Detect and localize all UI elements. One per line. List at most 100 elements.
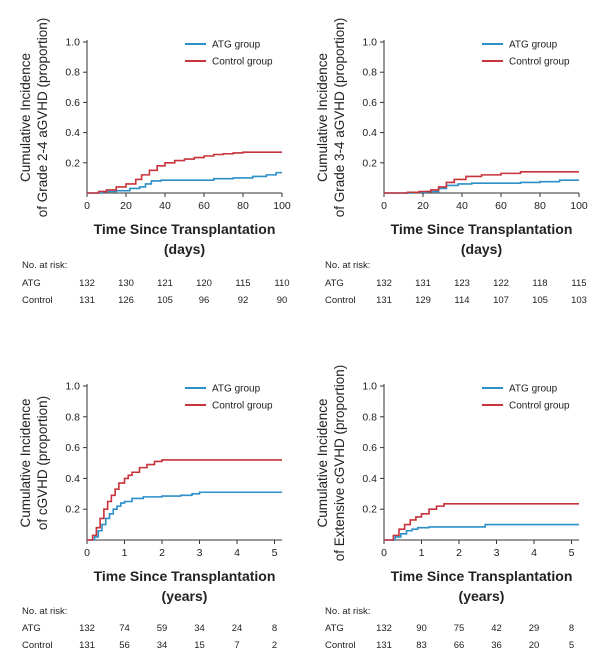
x-axis-label: Time Since Transplantation [391, 221, 573, 237]
risk-count: 74 [119, 623, 130, 634]
risk-table: No. at risk: ATG 132 90 75 42 29 8 Control 131 83 6… [325, 606, 574, 651]
x-tick-label: 3 [494, 547, 500, 559]
legend-label: Control group [509, 401, 570, 412]
y-tick-label: 0.8 [65, 67, 80, 79]
y-tick-label: 0.6 [65, 442, 80, 454]
x-tick-label: 20 [120, 200, 132, 212]
y-axis-label: of Grade 3-4 aGVHD (proportion) [332, 18, 347, 218]
x-tick-label: 0 [84, 547, 90, 559]
risk-count: 120 [196, 278, 212, 289]
risk-count: 107 [493, 295, 509, 306]
risk-table: No. at risk: ATG 132 130 121 120 115 110 Control… [22, 260, 290, 306]
risk-count: 130 [118, 278, 134, 289]
risk-table-title: No. at risk: [325, 260, 370, 271]
x-tick-label: 60 [198, 200, 210, 212]
x-tick-label: 0 [381, 200, 387, 212]
risk-count: 2 [272, 640, 277, 651]
risk-count: 132 [376, 623, 392, 634]
x-axis-label: (years) [162, 588, 208, 604]
risk-count: 34 [194, 623, 205, 634]
risk-count: 131 [415, 278, 431, 289]
x-axis-label: Time Since Transplantation [94, 568, 276, 584]
risk-count: 114 [454, 295, 469, 306]
x-tick-label: 40 [159, 200, 171, 212]
risk-count: 66 [454, 640, 465, 651]
x-tick-label: 0 [84, 200, 90, 212]
x-tick-label: 5 [272, 547, 278, 559]
y-tick-label: 0.6 [362, 97, 377, 109]
x-axis-label: (days) [461, 241, 502, 257]
risk-count: 90 [277, 295, 288, 306]
y-tick-label: 0.8 [362, 411, 377, 423]
x-tick-label: 20 [417, 200, 429, 212]
risk-count: 131 [79, 295, 95, 306]
y-axis-label: Cumulative Incidence [18, 53, 33, 182]
y-axis-label: of Grade 2-4 aGVHD (proportion) [35, 18, 50, 218]
x-tick-label: 80 [534, 200, 546, 212]
y-tick-label: 1.0 [65, 381, 80, 393]
x-tick-label: 2 [159, 547, 165, 559]
y-tick-label: 0.2 [362, 504, 377, 516]
x-tick-label: 4 [234, 547, 240, 559]
y-tick-label: 0.2 [65, 157, 80, 169]
risk-count: 131 [376, 640, 392, 651]
legend-label: Control group [509, 57, 570, 68]
risk-count: 123 [454, 278, 470, 289]
risk-count: 131 [376, 295, 392, 306]
risk-count: 115 [571, 278, 586, 289]
risk-table: No. at risk: ATG 132 74 59 34 24 8 Control 131 56 3… [22, 606, 277, 651]
risk-table: No. at risk: ATG 132 131 123 122 118 115 Control… [325, 260, 587, 306]
legend-label: ATG group [509, 384, 558, 395]
risk-count: 131 [79, 640, 95, 651]
legend-label: ATG group [212, 384, 261, 395]
x-tick-label: 4 [531, 547, 537, 559]
y-tick-label: 0.8 [65, 411, 80, 423]
x-tick-label: 100 [570, 200, 588, 212]
series-line-atg [87, 171, 282, 194]
y-axis-label: Cumulative Incidence [315, 398, 330, 527]
x-tick-label: 60 [495, 200, 507, 212]
series-line-control [87, 459, 282, 541]
x-axis-label: (years) [459, 588, 505, 604]
chart-panel-2: 0.2 0.4 0.6 0.8 1.0 0 20 40 60 80 100 Cumulative In… [315, 18, 588, 306]
x-tick-label: 1 [122, 547, 128, 559]
risk-count: 8 [569, 623, 574, 634]
risk-count: 92 [238, 295, 249, 306]
risk-count: 105 [157, 295, 173, 306]
series-line-control [87, 151, 282, 194]
y-tick-label: 0.2 [362, 157, 377, 169]
risk-count: 5 [569, 640, 574, 651]
series-line-atg [384, 523, 579, 541]
risk-count: 105 [532, 295, 548, 306]
risk-count: 29 [529, 623, 540, 634]
risk-row-label: ATG [22, 278, 41, 289]
risk-count: 7 [234, 640, 239, 651]
y-axis-label: Cumulative Incidence [315, 53, 330, 182]
y-tick-label: 1.0 [362, 37, 377, 49]
risk-row-label: ATG [325, 278, 344, 289]
risk-count: 75 [454, 623, 465, 634]
x-axis-label: (days) [164, 241, 205, 257]
legend-label: ATG group [509, 40, 558, 51]
risk-count: 103 [571, 295, 587, 306]
risk-count: 132 [79, 278, 95, 289]
x-tick-label: 40 [456, 200, 468, 212]
risk-count: 56 [119, 640, 130, 651]
y-tick-label: 1.0 [65, 37, 80, 49]
y-tick-label: 0.2 [65, 504, 80, 516]
risk-count: 36 [491, 640, 502, 651]
risk-row-label: Control [22, 295, 53, 306]
risk-count: 118 [532, 278, 547, 289]
y-tick-label: 1.0 [362, 381, 377, 393]
risk-row-label: ATG [22, 623, 41, 634]
risk-row-label: Control [325, 640, 356, 651]
risk-count: 122 [493, 278, 509, 289]
risk-row-label: ATG [325, 623, 344, 634]
x-tick-label: 2 [456, 547, 462, 559]
risk-table-title: No. at risk: [325, 606, 370, 617]
chart-panel-1: 0.2 0.4 0.6 0.8 1.0 0 20 40 60 80 100 Cumulative In… [18, 18, 291, 306]
y-axis-label: Cumulative Incidence [18, 398, 33, 527]
y-tick-label: 0.4 [362, 473, 377, 485]
risk-count: 110 [274, 278, 289, 289]
legend-label: ATG group [212, 40, 261, 51]
